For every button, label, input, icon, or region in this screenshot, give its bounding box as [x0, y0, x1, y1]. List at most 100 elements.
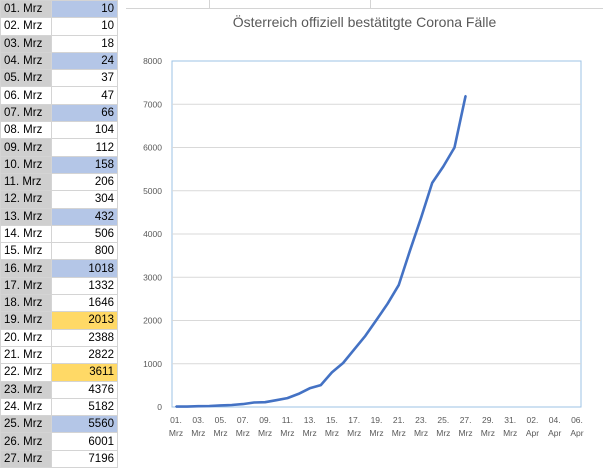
y-tick-label: 7000: [143, 99, 162, 109]
value-cell[interactable]: 432: [51, 207, 118, 226]
date-cell[interactable]: 11. Mrz: [0, 172, 52, 192]
date-cell[interactable]: 06. Mrz: [0, 86, 52, 105]
y-tick-label: 8000: [143, 56, 162, 66]
x-tick-label: Mrz: [436, 428, 450, 438]
table-row: 20. Mrz 2388: [0, 328, 118, 347]
date-cell[interactable]: 10. Mrz: [0, 155, 52, 174]
table-row: 14. Mrz 506: [0, 224, 118, 244]
value-cell[interactable]: 1646: [51, 294, 118, 313]
value-cell[interactable]: 800: [51, 242, 118, 261]
x-tick-label: 04.: [549, 415, 561, 425]
date-cell[interactable]: 22. Mrz: [0, 363, 52, 382]
x-tick-label: 07.: [237, 415, 249, 425]
x-tick-label: Mrz: [347, 428, 361, 438]
x-tick-label: 31.: [504, 415, 516, 425]
table-row: 04. Mrz 24: [0, 51, 118, 71]
x-tick-label: Apr: [526, 428, 539, 438]
x-tick-label: Apr: [548, 428, 561, 438]
x-tick-label: Mrz: [325, 428, 339, 438]
table-row: 11. Mrz 206: [0, 172, 118, 192]
value-cell[interactable]: 112: [51, 138, 118, 157]
date-cell[interactable]: 17. Mrz: [0, 276, 52, 296]
x-tick-label: Mrz: [258, 428, 272, 438]
value-cell[interactable]: 47: [51, 86, 118, 105]
date-cell[interactable]: 07. Mrz: [0, 103, 52, 123]
value-cell[interactable]: 104: [51, 121, 118, 140]
table-row: 25. Mrz 5560: [0, 415, 118, 434]
chart-svg: 0 1000 2000 3000 4000 5000 6000 7000 8000 01. Mrz 0…: [143, 56, 584, 438]
data-point: [219, 404, 222, 407]
value-cell[interactable]: 2013: [51, 311, 118, 330]
value-cell[interactable]: 5560: [51, 415, 118, 434]
x-tick-label: 27.: [460, 415, 472, 425]
value-cell[interactable]: 506: [51, 224, 118, 244]
table-row: 06. Mrz 47: [0, 86, 118, 105]
table-row: 21. Mrz 2822: [0, 345, 118, 365]
date-cell[interactable]: 24. Mrz: [0, 397, 52, 417]
value-cell[interactable]: 206: [51, 172, 118, 192]
value-cell[interactable]: 1018: [51, 259, 118, 278]
value-cell[interactable]: 24: [51, 51, 118, 71]
value-cell[interactable]: 304: [51, 190, 118, 209]
data-point: [264, 401, 267, 404]
value-cell[interactable]: 10: [51, 17, 118, 36]
y-tick-label: 3000: [143, 272, 162, 282]
date-cell[interactable]: 13. Mrz: [0, 207, 52, 226]
data-point: [230, 404, 233, 406]
date-cell[interactable]: 03. Mrz: [0, 34, 52, 53]
value-cell[interactable]: 5182: [51, 397, 118, 417]
x-tick-label: 05.: [215, 415, 227, 425]
value-cell[interactable]: 66: [51, 103, 118, 123]
data-point: [342, 362, 344, 364]
date-cell[interactable]: 23. Mrz: [0, 380, 52, 399]
date-cell[interactable]: 02. Mrz: [0, 17, 52, 36]
chart[interactable]: Österreich offiziell bestätitgte Corona …: [126, 9, 603, 473]
x-tick-label: Mrz: [169, 428, 183, 438]
data-point: [186, 405, 189, 408]
value-cell[interactable]: 37: [51, 69, 118, 88]
value-cell[interactable]: 3611: [51, 363, 118, 382]
date-cell[interactable]: 18. Mrz: [0, 294, 52, 313]
date-cell[interactable]: 08. Mrz: [0, 121, 52, 140]
value-cell[interactable]: 18: [51, 34, 118, 53]
date-cell[interactable]: 25. Mrz: [0, 415, 52, 434]
data-point: [319, 384, 322, 387]
date-cell[interactable]: 27. Mrz: [0, 449, 52, 469]
x-tick-label: 02.: [527, 415, 539, 425]
x-tick-label: Mrz: [503, 428, 517, 438]
table-row: 24. Mrz 5182: [0, 397, 118, 417]
date-cell[interactable]: 20. Mrz: [0, 328, 52, 347]
data-point: [297, 392, 300, 395]
value-cell[interactable]: 2822: [51, 345, 118, 365]
value-cell[interactable]: 10: [51, 0, 118, 19]
date-cell[interactable]: 09. Mrz: [0, 138, 52, 157]
table-row: 16. Mrz 1018: [0, 259, 118, 278]
table-row: 02. Mrz 10: [0, 17, 118, 36]
x-tick-label: 29.: [482, 415, 494, 425]
row-divider: [126, 8, 603, 9]
date-cell[interactable]: 01. Mrz: [0, 0, 52, 19]
value-cell[interactable]: 6001: [51, 432, 118, 451]
x-tick-label: 21.: [393, 415, 405, 425]
value-cell[interactable]: 2388: [51, 328, 118, 347]
date-cell[interactable]: 05. Mrz: [0, 69, 52, 88]
date-cell[interactable]: 15. Mrz: [0, 242, 52, 261]
date-cell[interactable]: 16. Mrz: [0, 259, 52, 278]
table-row: 05. Mrz 37: [0, 69, 118, 88]
value-cell[interactable]: 4376: [51, 380, 118, 399]
series-line: [176, 95, 467, 408]
value-cell[interactable]: 7196: [51, 449, 118, 469]
date-cell[interactable]: 26. Mrz: [0, 432, 52, 451]
date-cell[interactable]: 14. Mrz: [0, 224, 52, 244]
value-cell[interactable]: 1332: [51, 276, 118, 296]
data-point: [353, 348, 356, 351]
date-cell[interactable]: 04. Mrz: [0, 51, 52, 71]
data-point: [253, 401, 255, 404]
date-cell[interactable]: 21. Mrz: [0, 345, 52, 365]
date-cell[interactable]: 19. Mrz: [0, 311, 52, 330]
x-tick-label: Mrz: [191, 428, 205, 438]
date-cell[interactable]: 12. Mrz: [0, 190, 52, 209]
data-point: [275, 399, 278, 402]
x-tick-label: Apr: [570, 428, 583, 438]
value-cell[interactable]: 158: [51, 155, 118, 174]
